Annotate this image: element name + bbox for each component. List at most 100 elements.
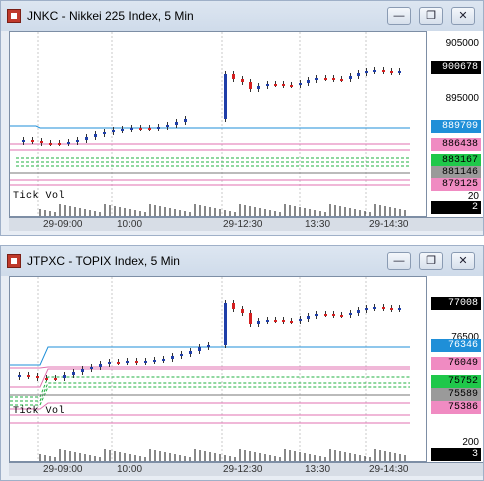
candle-body	[299, 319, 302, 321]
time-label: 29-09:00	[43, 219, 83, 230]
candle-body	[135, 361, 138, 363]
candle-body	[90, 367, 93, 369]
axis-label-vol-200: 200	[462, 437, 479, 448]
candle-body	[249, 82, 252, 89]
tick-vol-label: Tick Vol	[13, 406, 66, 417]
level-tag-gray: 75589	[431, 388, 481, 401]
candle-body	[121, 129, 124, 131]
topix-price-plot[interactable]	[9, 276, 427, 462]
time-label: 29-14:30	[369, 464, 409, 475]
candle-body	[390, 308, 393, 310]
candle-body	[36, 376, 39, 378]
candle-body	[290, 321, 293, 323]
time-label: 10:00	[117, 219, 143, 230]
volume-value-tag: 3	[431, 448, 481, 461]
reference-level-line	[10, 376, 410, 398]
topix-price-axis[interactable]: 76500 200 77008 76346 76049 75752 75589 …	[427, 276, 483, 462]
candle-body	[103, 132, 106, 134]
candle-body	[207, 345, 210, 347]
candle-body	[184, 119, 187, 122]
nikkei-window-title: JNKC - Nikkei 225 Index, 5 Min	[27, 9, 194, 23]
candle-body	[189, 351, 192, 354]
candle-body	[257, 321, 260, 324]
time-label: 29-14:30	[369, 219, 409, 230]
minimize-button[interactable]: —	[387, 252, 411, 270]
candle-body	[224, 74, 227, 119]
reference-level-line	[10, 402, 410, 410]
reference-level-line	[10, 125, 410, 129]
candle-body	[349, 313, 352, 315]
candle-body	[315, 78, 318, 80]
minimize-button[interactable]: —	[387, 7, 411, 25]
volume-value-tag: 2	[431, 201, 481, 214]
level-tag-green: 883167	[431, 154, 481, 167]
nikkei-titlebar[interactable]: JNKC - Nikkei 225 Index, 5 Min — ❐ ✕	[1, 1, 483, 31]
candle-body	[282, 84, 285, 86]
candle-body	[315, 314, 318, 316]
nikkei-price-plot[interactable]	[9, 31, 427, 217]
candle-body	[63, 375, 66, 378]
candle-body	[340, 315, 343, 317]
axis-label-905000: 905000	[445, 38, 479, 49]
level-tag-blue: 76346	[431, 339, 481, 352]
candle-body	[340, 79, 343, 81]
reference-level-line	[10, 382, 410, 402]
candle-body	[58, 143, 61, 145]
close-button[interactable]: ✕	[451, 252, 475, 270]
nikkei-price-axis[interactable]: 905000 895000 20 900678 889709 886438 88…	[427, 31, 483, 217]
restore-button[interactable]: ❐	[419, 252, 443, 270]
level-tag-pink-upper: 76049	[431, 357, 481, 370]
candle-body	[266, 320, 269, 322]
candle-body	[290, 85, 293, 87]
candle-body	[198, 347, 201, 351]
time-label: 13:30	[305, 464, 331, 475]
candle-body	[144, 361, 147, 363]
level-tag-pink-lower: 879125	[431, 178, 481, 191]
last-price-tag: 77008	[431, 297, 481, 310]
candle-body	[94, 134, 97, 137]
candle-body	[365, 308, 368, 310]
app-chart-icon	[7, 9, 21, 23]
candle-body	[54, 378, 57, 380]
candle-body	[81, 369, 84, 372]
candle-body	[382, 307, 385, 309]
candle-body	[266, 84, 269, 86]
candle-body	[324, 78, 327, 80]
topix-time-axis[interactable]: 29-09:00 10:00 29-12:30 13:30 29-14:30	[9, 462, 483, 476]
candle-body	[365, 71, 368, 73]
time-label: 29-09:00	[43, 464, 83, 475]
nikkei-time-axis[interactable]: 29-09:00 10:00 29-12:30 13:30 29-14:30	[9, 217, 483, 231]
topix-chart-window: JTPXC - TOPIX Index, 5 Min — ❐ ✕ 76500 2…	[0, 245, 484, 481]
candle-body	[153, 360, 156, 362]
candle-body	[241, 309, 244, 313]
reference-level-line	[10, 366, 410, 369]
candle-body	[390, 71, 393, 73]
candle-body	[398, 308, 401, 310]
time-label: 29-12:30	[223, 464, 263, 475]
candle-body	[357, 73, 360, 76]
candle-body	[324, 314, 327, 316]
candle-body	[157, 127, 160, 129]
candle-body	[257, 86, 260, 89]
restore-button[interactable]: ❐	[419, 7, 443, 25]
nikkei-candlestick-chart[interactable]	[10, 32, 427, 217]
close-button[interactable]: ✕	[451, 7, 475, 25]
candle-body	[31, 140, 34, 142]
candle-body	[357, 310, 360, 313]
candle-body	[117, 362, 120, 364]
candle-body	[249, 313, 252, 324]
topix-window-title: JTPXC - TOPIX Index, 5 Min	[27, 254, 180, 268]
candle-body	[382, 70, 385, 72]
candle-body	[349, 76, 352, 79]
axis-label-vol-20: 20	[467, 191, 479, 202]
topix-candlestick-chart[interactable]	[10, 277, 427, 462]
candle-body	[224, 303, 227, 345]
candle-body	[162, 359, 165, 361]
candle-body	[232, 74, 235, 79]
candle-body	[49, 143, 52, 145]
candle-body	[112, 130, 115, 132]
candle-body	[299, 83, 302, 85]
topix-titlebar[interactable]: JTPXC - TOPIX Index, 5 Min — ❐ ✕	[1, 246, 483, 276]
candle-body	[85, 137, 88, 140]
app-chart-icon	[7, 254, 21, 268]
